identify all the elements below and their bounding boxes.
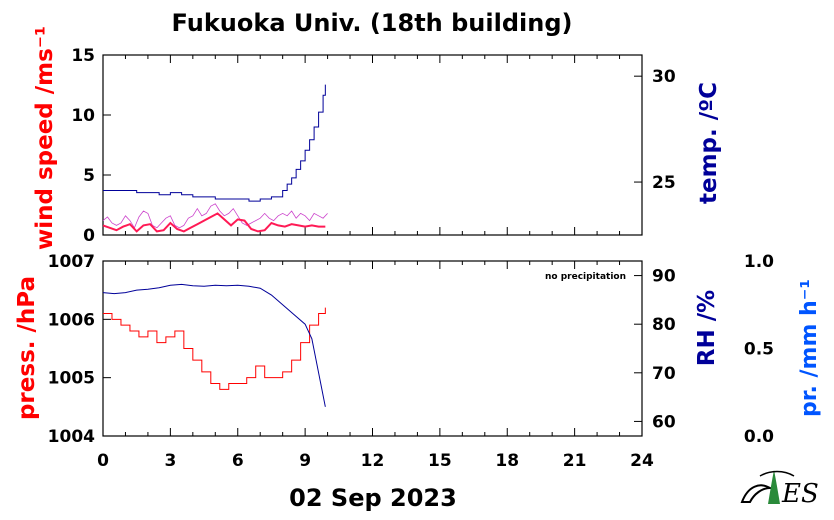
plot-frame — [102, 54, 643, 236]
precipitation-note: no precipitation — [545, 272, 626, 282]
precipitation-axis-title: pr. /mm h⁻¹ — [797, 279, 822, 417]
y-left-tick-label: 1004 — [48, 427, 95, 447]
date-label: 02 Sep 2023 — [289, 484, 457, 512]
y-right-tick-label: 25 — [652, 173, 676, 193]
y-right-tick-label: 60 — [652, 412, 676, 432]
x-tick-label: 0 — [97, 451, 109, 471]
precip-tick-label: 0.5 — [744, 340, 774, 360]
y-right-tick-label: 70 — [652, 364, 676, 384]
svg-text:ES: ES — [781, 479, 819, 509]
y-right-tick-label: 90 — [652, 267, 676, 287]
wind-speed-axis-title: wind speed /ms⁻¹ — [32, 26, 58, 250]
wind-mean-line — [102, 212, 326, 233]
pressure-line — [103, 307, 326, 390]
y-left-tick-label: 1007 — [48, 252, 95, 272]
x-tick-label: 3 — [164, 451, 176, 471]
pressure-axis-title: press. /hPa — [14, 276, 40, 420]
chart-title: Fukuoka Univ. (18th building) — [172, 9, 573, 37]
x-tick-label: 21 — [563, 451, 587, 471]
wind-gust-line — [102, 203, 328, 229]
pressure-rh-panel: 0 3 6 9 12 15 18 21 24 1004 1005 1006 1007 60 70 80 90 — [48, 252, 676, 471]
precip-tick-label: 1.0 — [744, 252, 774, 272]
x-tick-label: 15 — [428, 451, 452, 471]
y-left-tick-label: 15 — [71, 46, 95, 66]
y-left-tick-label: 0 — [83, 226, 95, 246]
y-left-tick-label: 5 — [83, 166, 95, 186]
y-left-tick-label: 1005 — [48, 369, 95, 389]
humidity-line — [102, 283, 326, 407]
x-tick-label: 12 — [361, 451, 385, 471]
y-left-tick-label: 1006 — [48, 310, 95, 330]
humidity-axis-title: RH /% — [694, 290, 720, 366]
temperature-line — [103, 84, 326, 202]
x-tick-label: 24 — [630, 451, 654, 471]
precip-tick-label: 0.0 — [744, 427, 774, 447]
x-tick-label: 6 — [232, 451, 244, 471]
x-tick-label: 9 — [299, 451, 311, 471]
y-right-tick-label: 30 — [652, 67, 676, 87]
x-tick-label: 18 — [495, 451, 519, 471]
y-left-tick-label: 10 — [71, 106, 95, 126]
temperature-axis-title: temp. /ºC — [696, 82, 722, 204]
logo-icon: ES — [740, 470, 819, 509]
wind-temp-panel: 0 5 10 15 25 30 — [71, 46, 676, 246]
y-right-tick-label: 80 — [652, 315, 676, 335]
